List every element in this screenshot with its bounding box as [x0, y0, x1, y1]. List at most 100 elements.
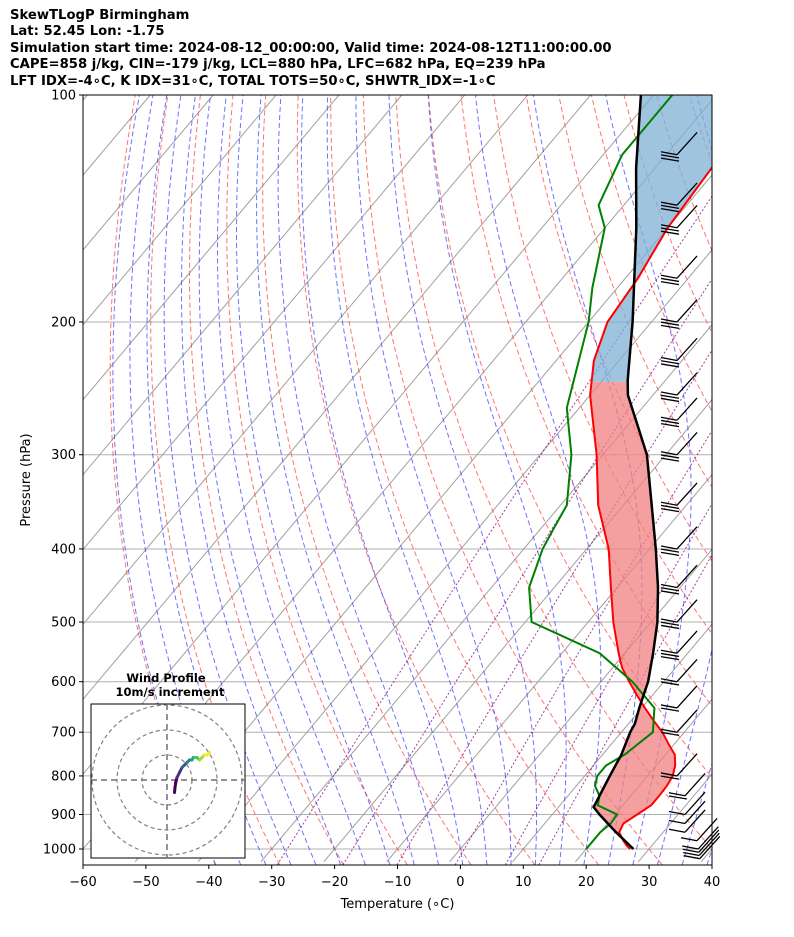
moist-adiabat — [388, 95, 537, 865]
isotherm-line — [386, 473, 712, 863]
isotherm-line — [83, 95, 529, 626]
parcel-line — [592, 95, 660, 850]
chart-title: SkewTLogP Birmingham Lat: 52.45 Lon: -1.… — [10, 8, 612, 90]
y-tick-label: 500 — [51, 616, 76, 631]
dry-adiabat — [262, 95, 472, 865]
wind-barb — [660, 182, 698, 213]
wind-barb — [668, 809, 706, 833]
y-tick-label: 700 — [51, 726, 76, 741]
dry-adiabat — [395, 95, 712, 850]
dry-adiabat — [226, 95, 408, 865]
title-line-4: CAPE=858 j/kg, CIN=-179 j/kg, LCL=880 hP… — [10, 57, 546, 73]
moist-adiabat — [198, 95, 342, 865]
moist-adiabat — [706, 847, 712, 865]
dry-adiabat — [150, 95, 281, 865]
mixing-ratio-line — [504, 502, 712, 865]
moist-adiabat — [427, 95, 567, 865]
x-tick-label: −60 — [69, 875, 96, 890]
cape-cin-shading — [590, 95, 712, 846]
moist-adiabat — [236, 95, 391, 865]
isotherm-line — [260, 324, 712, 863]
isotherm-line — [700, 848, 712, 863]
wind-barb — [660, 709, 698, 737]
moist-adiabat — [300, 95, 464, 865]
wind-barb — [660, 599, 698, 630]
wind-barb — [660, 658, 698, 686]
isotherm-line — [449, 548, 712, 863]
inset-title: Wind Profile — [126, 671, 206, 685]
isotherm-line — [83, 95, 214, 251]
moist-adiabat — [181, 95, 317, 865]
dry-adiabat — [460, 95, 712, 707]
dry-adiabat — [330, 95, 600, 865]
x-tick-label: −20 — [321, 875, 348, 890]
moist-adiabat — [355, 95, 512, 865]
wind-barb — [668, 773, 706, 800]
wind-barb — [682, 829, 720, 853]
x-tick-label: −50 — [132, 875, 159, 890]
y-tick-label: 900 — [51, 808, 76, 823]
moist-adiabat — [326, 95, 488, 865]
title-line-5: LFT IDX=-4∘C, K IDX=31∘C, TOTAL TOTS=50∘… — [10, 73, 496, 89]
title-line-3: Simulation start time: 2024-08-12_00:00:… — [10, 40, 612, 56]
cin-lower-fill — [593, 727, 676, 846]
moist-adiabat — [681, 761, 712, 865]
dry-adiabat — [787, 95, 794, 865]
moist-adiabat — [163, 95, 292, 865]
dry-adiabat — [722, 95, 794, 865]
wind-barb — [668, 791, 706, 816]
wind-barb — [683, 835, 721, 860]
x-tick-label: −10 — [384, 875, 411, 890]
isotherm-line — [83, 95, 591, 701]
y-tick-label: 600 — [51, 675, 76, 690]
wind-barb — [660, 526, 698, 556]
wind-barb — [682, 826, 719, 850]
title-line-2: Lat: 52.45 Lon: -1.75 — [10, 24, 165, 40]
isotherm-line — [83, 95, 88, 101]
x-tick-label: 0 — [456, 875, 464, 890]
y-tick-label: 400 — [51, 542, 76, 557]
wind-barb — [660, 337, 698, 368]
dry-adiabat — [590, 95, 712, 413]
moist-adiabat — [256, 95, 415, 865]
wind-barb — [683, 832, 720, 857]
moist-adiabat — [732, 95, 794, 865]
cape-fill — [590, 381, 659, 728]
wind-barb — [660, 397, 698, 428]
isotherm-line — [197, 249, 712, 863]
isotherm-line — [83, 95, 340, 401]
wind-barb — [660, 630, 698, 661]
isotherm-line — [512, 623, 712, 863]
dry-adiabat — [754, 95, 794, 865]
title-line-1: SkewTLogP Birmingham — [10, 8, 190, 23]
isotherm-line — [764, 95, 794, 862]
x-axis-label: Temperature (∘C) — [340, 897, 455, 912]
y-tick-label: 1000 — [43, 843, 76, 858]
y-axis-label: Pressure (hPa) — [19, 433, 34, 526]
y-tick-label: 200 — [51, 315, 76, 330]
wind-barb — [660, 564, 698, 595]
dewpoint-line — [528, 95, 674, 850]
wind-barb — [660, 299, 698, 330]
dry-adiabat — [688, 95, 712, 164]
isotherm-line — [83, 95, 403, 476]
moist-adiabat — [605, 95, 692, 865]
y-tick-label: 300 — [51, 448, 76, 463]
x-tick-label: 30 — [641, 875, 658, 890]
wind-barb — [680, 817, 718, 842]
wind-barb — [660, 131, 698, 162]
hodograph-segment — [205, 751, 211, 757]
y-tick-label: 100 — [51, 89, 76, 104]
isotherm-line — [83, 95, 277, 326]
moist-adiabat — [657, 95, 712, 865]
wind-barb — [660, 685, 698, 712]
wind-barb — [660, 255, 698, 286]
wind-barb — [660, 753, 698, 780]
moist-adiabat — [277, 95, 439, 865]
x-tick-label: 40 — [704, 875, 721, 890]
x-tick-label: 20 — [578, 875, 595, 890]
inset-subtitle: 10m/s increment — [116, 685, 225, 699]
moist-adiabat — [217, 95, 366, 865]
